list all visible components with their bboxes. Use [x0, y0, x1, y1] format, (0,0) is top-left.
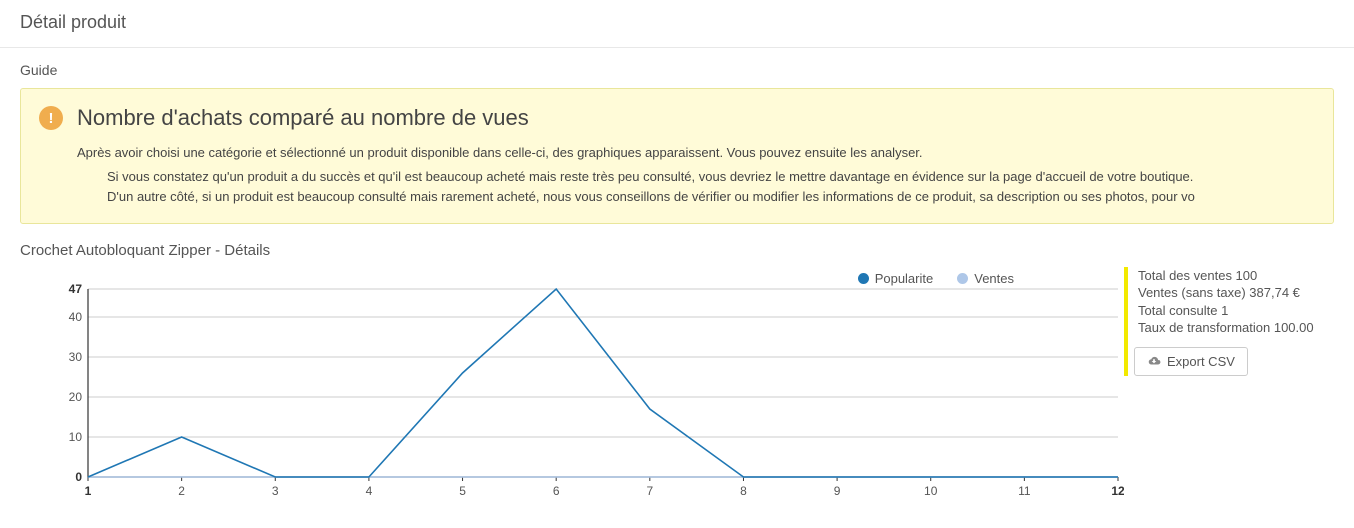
line-chart: 01020304047123456789101112 [20, 265, 1124, 505]
stat-line: Total des ventes 100 [1138, 267, 1314, 285]
legend-item-ventes[interactable]: Ventes [957, 271, 1014, 286]
chart-container: 01020304047123456789101112 Popularite Ve… [20, 265, 1124, 508]
page-title: Détail produit [20, 12, 1334, 33]
alert-header: ! Nombre d'achats comparé au nombre de v… [39, 105, 1315, 131]
content: Guide ! Nombre d'achats comparé au nombr… [0, 48, 1354, 528]
svg-text:4: 4 [366, 484, 373, 498]
alert-bullet: D'un autre côté, si un produit est beauc… [107, 187, 1315, 207]
alert-bullets: Si vous constatez qu'un produit a du suc… [77, 167, 1315, 207]
svg-text:40: 40 [69, 310, 83, 324]
stat-line: Taux de transformation 100.00 [1138, 319, 1314, 337]
chart-row: 01020304047123456789101112 Popularite Ve… [20, 265, 1334, 508]
stat-line: Total consulte 1 [1138, 302, 1314, 320]
cloud-download-icon [1147, 355, 1161, 367]
svg-text:47: 47 [69, 282, 83, 296]
svg-text:10: 10 [69, 430, 83, 444]
stat-line: Ventes (sans taxe) 387,74 € [1138, 284, 1314, 302]
svg-text:30: 30 [69, 350, 83, 364]
legend-label: Ventes [974, 271, 1014, 286]
guide-alert: ! Nombre d'achats comparé au nombre de v… [20, 88, 1334, 224]
svg-text:6: 6 [553, 484, 560, 498]
legend-item-popularite[interactable]: Popularite [858, 271, 934, 286]
export-csv-button[interactable]: Export CSV [1134, 347, 1248, 376]
alert-bullet: Si vous constatez qu'un produit a du suc… [107, 167, 1315, 187]
svg-text:20: 20 [69, 390, 83, 404]
svg-text:10: 10 [924, 484, 938, 498]
stats-panel: Total des ventes 100 Ventes (sans taxe) … [1124, 267, 1314, 376]
svg-text:3: 3 [272, 484, 279, 498]
chart-title: Crochet Autobloquant Zipper - Détails [20, 242, 1334, 259]
legend-label: Popularite [875, 271, 934, 286]
alert-body: Après avoir choisi une catégorie et séle… [39, 143, 1315, 207]
guide-panel-title: Guide [20, 62, 1334, 78]
page-header: Détail produit [0, 0, 1354, 48]
alert-intro: Après avoir choisi une catégorie et séle… [77, 143, 1315, 163]
svg-text:5: 5 [459, 484, 466, 498]
svg-text:0: 0 [75, 470, 82, 484]
svg-text:7: 7 [646, 484, 653, 498]
svg-text:8: 8 [740, 484, 747, 498]
svg-text:11: 11 [1018, 484, 1031, 498]
svg-text:1: 1 [85, 484, 92, 498]
svg-text:12: 12 [1111, 484, 1124, 498]
legend-dot-icon [957, 273, 968, 284]
export-label: Export CSV [1167, 354, 1235, 369]
warning-icon: ! [39, 106, 63, 130]
legend-dot-icon [858, 273, 869, 284]
alert-title: Nombre d'achats comparé au nombre de vue… [77, 105, 529, 131]
svg-text:2: 2 [178, 484, 185, 498]
svg-text:9: 9 [834, 484, 841, 498]
chart-legend: Popularite Ventes [858, 271, 1014, 286]
